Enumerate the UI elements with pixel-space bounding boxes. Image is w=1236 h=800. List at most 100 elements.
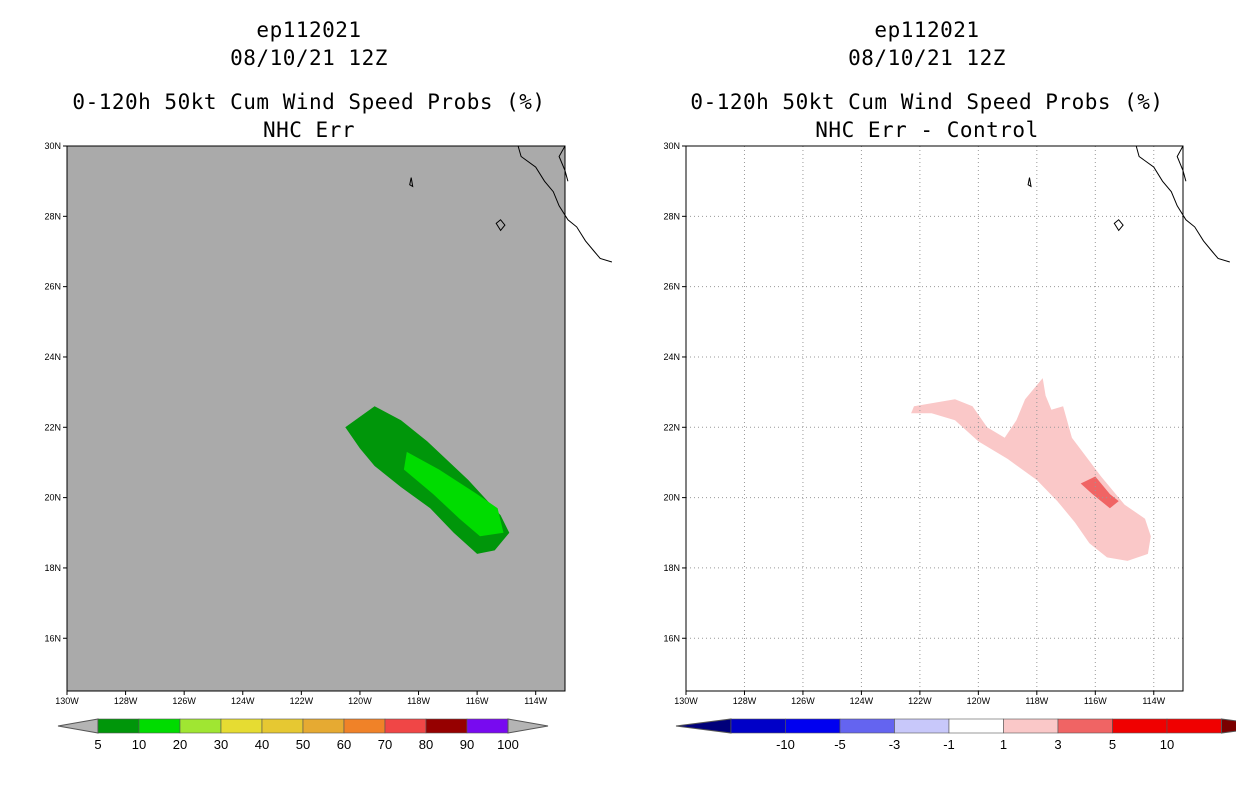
island-1 (495, 219, 506, 232)
tick-label-120W: 120W (348, 696, 372, 706)
coastline-baja (1176, 145, 1187, 182)
left-storm-id: ep112021 (256, 18, 362, 42)
right-storm-id: ep112021 (874, 18, 980, 42)
colorbar-seg-8 (1166, 718, 1222, 734)
map-frame (66, 145, 566, 692)
tick-label-116W: 116W (466, 696, 489, 706)
tick-label-126W: 126W (172, 696, 196, 706)
colorbar-label--5: -5 (834, 737, 846, 752)
tick-label-20N: 20N (44, 493, 61, 503)
colorbar-seg-3 (220, 718, 263, 734)
tick-label-118W: 118W (1025, 696, 1048, 706)
tick-label-130W: 130W (674, 696, 698, 706)
colorbar-label-50: 50 (296, 737, 310, 752)
colorbar-label-1: 1 (1000, 737, 1007, 752)
colorbar-under-arrow (675, 718, 732, 734)
tick-label-114W: 114W (524, 696, 547, 706)
left-subtitle: NHC Err (262, 118, 355, 142)
map-background (67, 146, 565, 691)
contour-10-20 (403, 451, 504, 537)
colorbar-label-10: 10 (132, 737, 146, 752)
colorbar-seg-2 (839, 718, 895, 734)
colorbar-seg-2 (179, 718, 222, 734)
island-1 (1113, 219, 1124, 232)
tick-label-28N: 28N (44, 211, 61, 221)
right-datetime: 08/10/21 12Z (848, 46, 1006, 70)
map-background (686, 146, 1183, 691)
colorbar-label--10: -10 (776, 737, 795, 752)
gridlines (686, 146, 1183, 691)
panel-left: 130W 128W 126W 124W 122W 120W 118W 116W 114W 16N 1… (44, 141, 613, 752)
tick-label-16N: 16N (44, 633, 61, 643)
colorbar-seg-9 (466, 718, 509, 734)
colorbar-seg-5 (302, 718, 345, 734)
colorbar-seg-0 (730, 718, 786, 734)
tick-label-26N: 26N (44, 282, 61, 292)
colorbar-seg-4 (261, 718, 304, 734)
colorbar-label-70: 70 (378, 737, 392, 752)
colorbar-label-40: 40 (255, 737, 269, 752)
tick-label-120W: 120W (967, 696, 991, 706)
tick-label-124W: 124W (231, 696, 255, 706)
colorbar-seg-8 (425, 718, 468, 734)
coastline (1135, 145, 1230, 263)
colorbar: 5 10 20 30 40 50 60 70 80 90 100 (57, 718, 549, 752)
tick-label-20N: 20N (663, 493, 680, 503)
colorbar-label-100: 100 (497, 737, 519, 752)
colorbar-seg-1 (138, 718, 181, 734)
left-title: 0-120h 50kt Cum Wind Speed Probs (%) (72, 90, 546, 114)
map-frame (685, 145, 1184, 692)
colorbar-label--1: -1 (943, 737, 955, 752)
tick-label-22N: 22N (44, 422, 61, 432)
colorbar-label-5: 5 (1109, 737, 1116, 752)
tick-label-24N: 24N (44, 352, 61, 362)
colorbar-label-60: 60 (337, 737, 351, 752)
tick-label-26N: 26N (663, 282, 680, 292)
colorbar-seg-7 (1112, 718, 1168, 734)
tick-label-30N: 30N (44, 141, 61, 151)
tick-label-24N: 24N (663, 352, 680, 362)
contour-3-5 (1080, 476, 1119, 509)
colorbar-seg-0 (97, 718, 140, 734)
coastline-baja (558, 145, 569, 182)
tick-label-128W: 128W (733, 696, 757, 706)
left-datetime: 08/10/21 12Z (230, 46, 388, 70)
colorbar: -10 -5 -3 -1 1 3 5 10 (675, 718, 1236, 752)
tick-label-114W: 114W (1142, 696, 1165, 706)
right-subtitle: NHC Err - Control (815, 118, 1039, 142)
colorbar-seg-7 (384, 718, 427, 734)
tick-label-130W: 130W (55, 696, 79, 706)
colorbar-label-80: 80 (419, 737, 433, 752)
colorbar-label-20: 20 (173, 737, 187, 752)
colorbar-seg-5 (1003, 718, 1059, 734)
colorbar-label--3: -3 (889, 737, 901, 752)
tick-label-122W: 122W (908, 696, 932, 706)
right-title: 0-120h 50kt Cum Wind Speed Probs (%) (690, 90, 1164, 114)
colorbar-seg-3 (894, 718, 950, 734)
colorbar-seg-6 (1057, 718, 1113, 734)
tick-label-18N: 18N (663, 563, 680, 573)
colorbar-label-10: 10 (1160, 737, 1174, 752)
tick-label-22N: 22N (663, 422, 680, 432)
tick-label-118W: 118W (407, 696, 430, 706)
tick-label-128W: 128W (114, 696, 138, 706)
panel-right: 130W 128W 126W 124W 122W 120W 118W 116W 114W 16N 1… (663, 141, 1236, 752)
contour-1-3 (911, 378, 1151, 561)
tick-label-124W: 124W (850, 696, 874, 706)
colorbar-under-arrow (57, 718, 99, 734)
island-0 (1027, 177, 1032, 188)
colorbar-seg-4 (948, 718, 1004, 734)
tick-label-116W: 116W (1084, 696, 1107, 706)
tick-label-16N: 16N (663, 633, 680, 643)
tick-label-28N: 28N (663, 211, 680, 221)
colorbar-label-3: 3 (1054, 737, 1061, 752)
tick-label-126W: 126W (791, 696, 815, 706)
colorbar-label-5: 5 (94, 737, 101, 752)
tick-label-122W: 122W (290, 696, 314, 706)
coastline (517, 145, 613, 263)
tick-label-30N: 30N (663, 141, 680, 151)
colorbar-label-90: 90 (460, 737, 474, 752)
colorbar-seg-6 (343, 718, 386, 734)
colorbar-over-arrow (507, 718, 549, 734)
